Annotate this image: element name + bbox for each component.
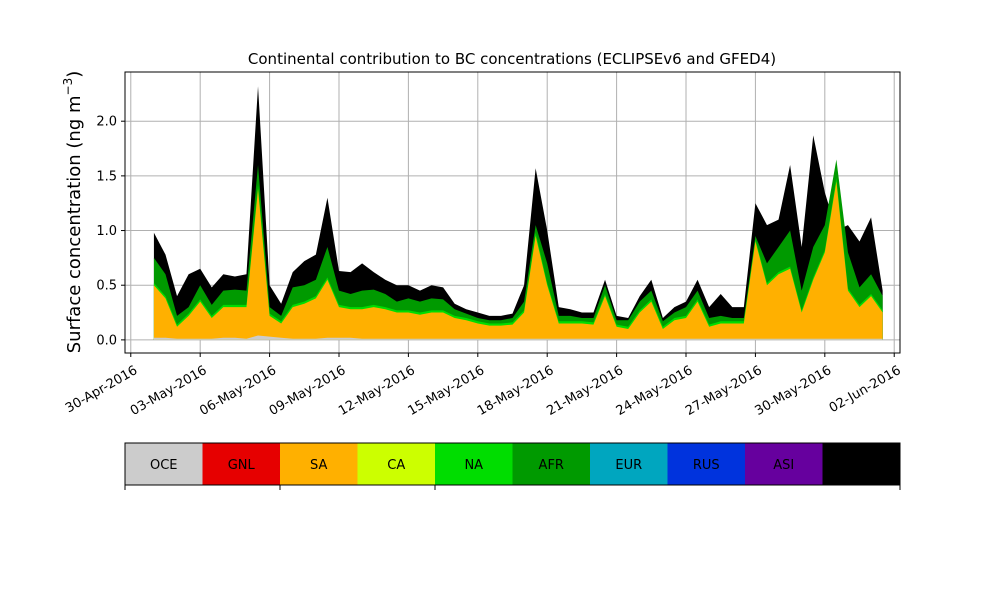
legend-label-rus: RUS bbox=[693, 458, 720, 473]
x-tick-label: 30-May-2016 bbox=[753, 363, 835, 419]
svg-text:Surface concentration (ng m−3): Surface concentration (ng m−3) bbox=[61, 71, 85, 354]
legend-colorbar: OCE GNL SA CA NA AFR EUR RUS ASI AUS bbox=[124, 442, 901, 490]
plot-area-frame bbox=[124, 71, 901, 354]
legend-label-aus: AUS bbox=[848, 458, 875, 473]
x-tick-label: 06-May-2016 bbox=[197, 363, 279, 419]
legend-label-eur: EUR bbox=[615, 458, 642, 473]
area-sa bbox=[153, 181, 883, 340]
legend-swatch-ca bbox=[357, 443, 435, 485]
y-axis-label-main: Surface concentration (ng m bbox=[64, 95, 85, 353]
legend-swatch-asi bbox=[745, 443, 823, 485]
x-tick-label: 15-May-2016 bbox=[406, 363, 488, 419]
legend-label-ca: CA bbox=[387, 458, 405, 473]
legend-label-afr: AFR bbox=[539, 458, 564, 473]
y-axis-label-superscript: −3 bbox=[61, 78, 75, 96]
x-tick-label: 02-Jun-2016 bbox=[827, 363, 904, 416]
legend-label-asi: ASI bbox=[773, 458, 794, 473]
legend-swatch-aus bbox=[822, 443, 900, 485]
x-axis-ticks: 30-Apr-201603-May-201606-May-201609-May-… bbox=[63, 353, 904, 419]
x-tick-label: 21-May-2016 bbox=[544, 363, 626, 419]
y-tick-label: 0.5 bbox=[96, 279, 117, 294]
legend-swatch-rus bbox=[667, 443, 745, 485]
y-tick-label: 1.0 bbox=[96, 224, 117, 239]
x-tick-label: 09-May-2016 bbox=[267, 363, 349, 419]
legend-swatch-sa bbox=[280, 443, 358, 485]
y-tick-label: 2.0 bbox=[96, 115, 117, 130]
legend-label-na: NA bbox=[464, 458, 483, 473]
y-tick-label: 0.0 bbox=[96, 333, 117, 348]
area-na bbox=[153, 178, 883, 340]
chart-title: Continental contribution to BC concentra… bbox=[248, 50, 776, 68]
legend-swatch-oce bbox=[125, 443, 203, 485]
y-axis-ticks: 0.0 0.5 1.0 1.5 2.0 bbox=[96, 115, 125, 348]
legend-swatch-gnl bbox=[202, 443, 280, 485]
area-oce bbox=[153, 335, 883, 340]
legend-frame bbox=[124, 442, 901, 486]
legend-label-gnl: GNL bbox=[228, 458, 256, 473]
x-tick-label: 24-May-2016 bbox=[614, 363, 696, 419]
stacked-areas bbox=[153, 86, 883, 340]
x-tick-label: 12-May-2016 bbox=[336, 363, 418, 419]
legend-label-oce: OCE bbox=[150, 458, 178, 473]
x-tick-label: 03-May-2016 bbox=[128, 363, 210, 419]
x-tick-label: 27-May-2016 bbox=[683, 363, 765, 419]
y-axis-label-close: ) bbox=[64, 71, 85, 78]
y-axis-label: Surface concentration (ng m−3) bbox=[61, 71, 85, 354]
x-tick-label: 18-May-2016 bbox=[475, 363, 557, 419]
y-tick-label: 1.5 bbox=[96, 169, 117, 184]
legend-swatch-eur bbox=[590, 443, 668, 485]
legend-swatch-na bbox=[435, 443, 513, 485]
legend-swatch-afr bbox=[512, 443, 590, 485]
legend-label-sa: SA bbox=[310, 458, 327, 473]
area-afr bbox=[153, 159, 883, 340]
area-aus bbox=[153, 86, 883, 340]
